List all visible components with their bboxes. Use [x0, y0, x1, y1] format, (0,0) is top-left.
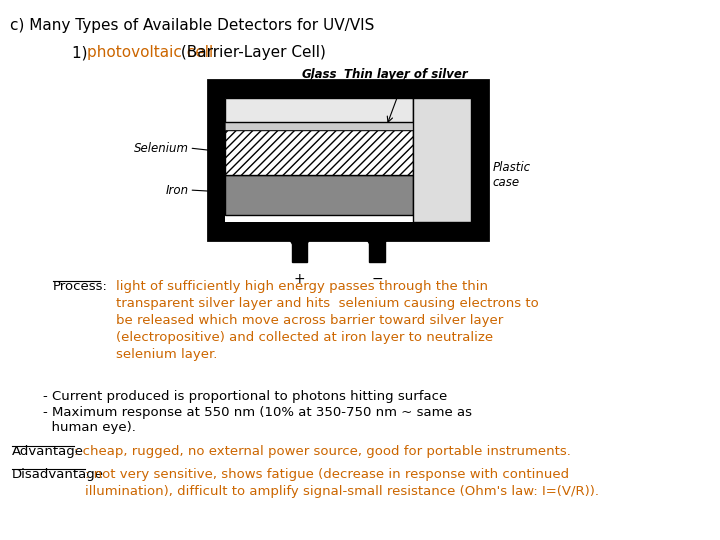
Text: (Barrier-Layer Cell): (Barrier-Layer Cell) [176, 45, 325, 60]
Text: : not very sensitive, shows fatigue (decrease in response with continued
illumin: : not very sensitive, shows fatigue (dec… [85, 468, 599, 498]
Text: Glass: Glass [301, 68, 337, 81]
Bar [225, 175, 413, 215]
Polygon shape [290, 232, 310, 255]
Text: Selenium: Selenium [133, 141, 189, 154]
Text: light of sufficiently high energy passes through the thin
transparent silver lay: light of sufficiently high energy passes… [116, 280, 539, 361]
Text: Iron: Iron [166, 184, 189, 197]
Bar [413, 98, 471, 222]
Text: photovoltaic cell: photovoltaic cell [87, 45, 213, 60]
Bar [225, 98, 413, 122]
Text: +: + [294, 272, 305, 286]
Text: Process:: Process: [53, 280, 108, 293]
Text: −: − [371, 272, 383, 286]
Text: Thin layer of silver: Thin layer of silver [344, 68, 468, 81]
Text: c) Many Types of Available Detectors for UV/VIS: c) Many Types of Available Detectors for… [9, 18, 374, 33]
Text: Plastic
case: Plastic case [493, 161, 531, 189]
Bar [208, 80, 488, 240]
Bar [292, 240, 307, 262]
Text: - Current produced is proportional to photons hitting surface: - Current produced is proportional to ph… [43, 390, 448, 403]
Text: Advantage: Advantage [12, 445, 84, 458]
Text: 1): 1) [73, 45, 93, 60]
Bar [369, 240, 384, 262]
Text: - Maximum response at 550 nm (10% at 350-750 nm ~ same as
  human eye).: - Maximum response at 550 nm (10% at 350… [43, 406, 472, 434]
Bar [225, 122, 413, 130]
Polygon shape [367, 232, 387, 255]
Text: Disadvantage: Disadvantage [12, 468, 104, 481]
Text: : cheap, rugged, no external power source, good for portable instruments.: : cheap, rugged, no external power sourc… [74, 445, 571, 458]
Bar [225, 98, 471, 222]
Bar [225, 130, 413, 175]
